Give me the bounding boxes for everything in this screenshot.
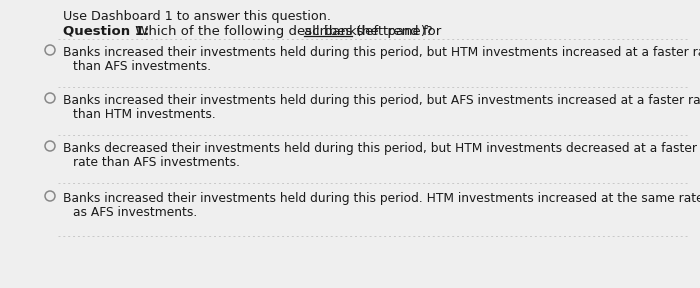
Text: Banks increased their investments held during this period, but AFS investments i: Banks increased their investments held d… — [63, 94, 700, 107]
Text: Banks increased their investments held during this period. HTM investments incre: Banks increased their investments held d… — [63, 192, 700, 205]
Text: than HTM investments.: than HTM investments. — [73, 107, 216, 120]
Text: Banks increased their investments held during this period, but HTM investments i: Banks increased their investments held d… — [63, 46, 700, 59]
Text: as AFS investments.: as AFS investments. — [73, 206, 197, 219]
Text: (left pane)?: (left pane)? — [352, 25, 433, 38]
Text: Banks decreased their investments held during this period, but HTM investments d: Banks decreased their investments held d… — [63, 142, 697, 155]
Text: Which of the following describes the trend for: Which of the following describes the tre… — [131, 25, 445, 38]
Text: Question 1:: Question 1: — [63, 25, 149, 38]
Text: than AFS investments.: than AFS investments. — [73, 60, 211, 73]
Text: all banks: all banks — [304, 25, 363, 38]
Text: rate than AFS investments.: rate than AFS investments. — [73, 156, 240, 168]
Text: Use Dashboard 1 to answer this question.: Use Dashboard 1 to answer this question. — [63, 10, 331, 23]
